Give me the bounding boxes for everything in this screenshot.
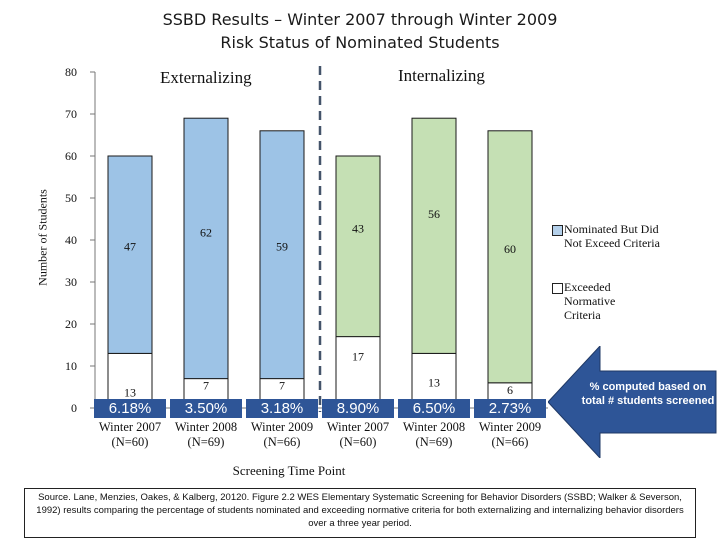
x-tick-label-5-line2: (N=69) (416, 435, 453, 449)
percent-label-bg-1 (94, 399, 166, 418)
legend-item-exceeded: Exceeded Normative Criteria (552, 280, 692, 332)
y-tick-label-30: 30 (65, 275, 77, 289)
percent-label-bg-2 (170, 399, 242, 418)
source-note: Source. Lane, Menzies, Oakes, & Kalberg,… (24, 488, 696, 538)
x-tick-label-4-line2: (N=60) (340, 435, 377, 449)
percent-label-bg-3 (246, 399, 318, 418)
data-label-exceeded-5: 13 (428, 376, 440, 390)
note-arrow-shape (548, 346, 717, 458)
data-label-exceeded-6: 6 (507, 383, 513, 397)
bar-nominated-6 (487, 130, 533, 384)
y-tick-label-20: 20 (65, 317, 77, 331)
bar-nominated-5 (411, 117, 457, 354)
data-label-nominated-2: 62 (200, 225, 212, 239)
percent-label-6: 2.73% (489, 400, 532, 417)
bar-nominated-2 (183, 117, 229, 380)
bar-exceeded-4 (335, 336, 381, 409)
note-arrow (548, 346, 717, 458)
bar-nominated-1 (107, 155, 153, 354)
legend-item-nominated: Nominated But Did Not Exceed Criteria (552, 222, 692, 274)
data-label-nominated-6: 60 (504, 242, 516, 256)
bar-nominated-4 (335, 155, 381, 338)
x-tick-label-1-line2: (N=60) (112, 435, 149, 449)
data-label-nominated-1: 47 (124, 240, 136, 254)
percent-label-2: 3.50% (185, 400, 228, 417)
x-tick-label-3-line2: (N=66) (264, 435, 301, 449)
y-tick-label-70: 70 (65, 107, 77, 121)
x-tick-label-2-line1: Winter 2008 (175, 420, 237, 434)
percent-label-1: 6.18% (109, 400, 152, 417)
x-axis-title: Screening Time Point (232, 463, 346, 478)
percent-label-bg-5 (398, 399, 470, 418)
legend-swatch-nominated (552, 225, 563, 236)
percent-label-bg-6 (474, 399, 546, 418)
data-label-exceeded-2: 7 (203, 379, 209, 393)
data-label-nominated-4: 43 (352, 221, 364, 235)
x-tick-label-6-line1: Winter 2009 (479, 420, 541, 434)
y-tick-label-0: 0 (71, 401, 77, 415)
data-label-nominated-5: 56 (428, 207, 440, 221)
x-tick-label-1-line1: Winter 2007 (99, 420, 161, 434)
percent-label-5: 6.50% (413, 400, 456, 417)
bar-nominated-3 (259, 130, 305, 380)
bar-exceeded-1 (107, 352, 153, 409)
x-tick-label-4-line1: Winter 2007 (327, 420, 389, 434)
percent-label-3: 3.18% (261, 400, 304, 417)
y-tick-label-80: 80 (65, 65, 77, 79)
x-tick-label-6-line2: (N=66) (492, 435, 529, 449)
y-tick-label-50: 50 (65, 191, 77, 205)
percent-label-4: 8.90% (337, 400, 380, 417)
x-tick-label-5-line1: Winter 2008 (403, 420, 465, 434)
note-arrow-text: % computed based on total # students scr… (581, 381, 715, 407)
chart-title-line-1: SSBD Results – Winter 2007 through Winte… (162, 10, 558, 29)
legend-label-nominated: Nominated But Did Not Exceed Criteria (564, 222, 660, 250)
data-label-exceeded-4: 17 (352, 349, 364, 363)
chart-title-line-2: Risk Status of Nominated Students (220, 33, 500, 52)
section-label-externalizing: Externalizing (160, 68, 252, 87)
percent-label-bg-4 (322, 399, 394, 418)
y-tick-label-10: 10 (65, 359, 77, 373)
legend-swatch-exceeded (552, 283, 563, 294)
y-tick-label-40: 40 (65, 233, 77, 247)
section-label-internalizing: Internalizing (398, 66, 485, 85)
data-label-nominated-3: 59 (276, 240, 288, 254)
legend-label-exceeded: Exceeded Normative Criteria (564, 280, 616, 322)
x-tick-label-2-line2: (N=69) (188, 435, 225, 449)
data-label-exceeded-3: 7 (279, 379, 285, 393)
legend: Nominated But Did Not Exceed Criteria Ex… (552, 222, 692, 332)
y-tick-label-60: 60 (65, 149, 77, 163)
x-tick-label-3-line1: Winter 2009 (251, 420, 313, 434)
data-label-exceeded-1: 13 (124, 386, 136, 400)
